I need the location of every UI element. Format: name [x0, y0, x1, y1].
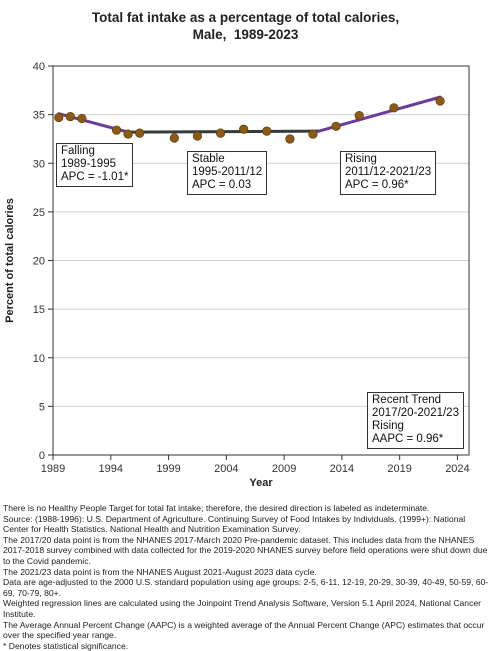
x-tick-label: 2009 [272, 463, 296, 475]
annotation-line: Stable [192, 153, 225, 165]
annotation-line: Rising [372, 420, 404, 432]
annotation-line: APC = -1.01* [61, 171, 129, 183]
axis-ticks: 0 5 10 15 20 25 30 35 40 1989 1994 1999 2004 2009 2014… [33, 61, 470, 475]
y-tick-label: 5 [39, 401, 45, 413]
footnote: Data are age-adjusted to the 2000 U.S. s… [3, 577, 489, 598]
annotation-line: 2011/12-2021/23 [345, 166, 432, 178]
annotation-line: 1995-2011/12 [192, 166, 263, 178]
annotation-rising: Rising 2011/12-2021/23 APC = 0.96* [340, 151, 437, 195]
x-axis-title: Year [249, 477, 273, 489]
data-points [54, 96, 445, 144]
data-point [135, 128, 145, 138]
chart-title-line-2: Male, 1989-2023 [192, 27, 299, 42]
y-tick-label: 30 [33, 158, 45, 170]
x-tick-label: 1994 [99, 463, 123, 475]
y-tick-label: 40 [33, 61, 45, 73]
x-tick-label: 1999 [156, 463, 180, 475]
y-tick-label: 35 [33, 110, 45, 122]
data-point [65, 111, 75, 122]
y-axis-title: Percent of total calories [4, 198, 16, 323]
annotation-line: APC = 0.96* [345, 179, 409, 191]
y-tick-label: 20 [33, 256, 45, 268]
footnote: Source: (1988-1996): U.S. Department of … [3, 513, 466, 535]
data-point [111, 125, 122, 135]
data-point [54, 112, 64, 123]
footnote: The Average Annual Percent Change (AAPC)… [3, 619, 485, 641]
data-point [169, 133, 179, 143]
data-point [435, 96, 445, 106]
annotation-line: APC = 0.03 [192, 179, 252, 191]
x-tick-label: 2004 [214, 463, 238, 475]
y-tick-label: 0 [39, 450, 45, 462]
footnotes: There is no Healthy People Target for to… [3, 503, 489, 651]
x-tick-label: 1989 [41, 463, 65, 475]
data-point [331, 121, 341, 131]
annotation-line: Rising [345, 153, 377, 165]
annotation-line: Falling [61, 145, 95, 157]
footnote: The 2017/20 data point is from the NHANE… [3, 534, 488, 566]
annotation-line: AAPC = 0.96* [372, 433, 444, 445]
annotation-line: 2017/20-2021/23 [372, 407, 459, 419]
data-point [389, 103, 399, 113]
x-tick-label: 2019 [387, 463, 411, 475]
annotation-line: 1989-1995 [61, 158, 116, 170]
chart-title-line-1: Total fat intake as a percentage of tota… [91, 10, 400, 25]
data-point [308, 129, 318, 139]
data-point [123, 129, 133, 139]
data-point [215, 128, 226, 138]
annotation-line: Recent Trend [372, 394, 442, 406]
footnote: Weighted regression lines are calculated… [3, 598, 482, 619]
data-point [77, 113, 87, 124]
annotation-recent-trend: Recent Trend 2017/20-2021/23 Rising AAPC… [367, 392, 464, 449]
annotation-stable: Stable 1995-2011/12 APC = 0.03 [187, 151, 268, 195]
x-tick-label: 2024 [445, 463, 469, 475]
chart-title: Total fat intake as a percentage of tota… [0, 9, 491, 43]
footnote: The 2021/23 data point is from the NHANE… [3, 566, 317, 577]
data-point [262, 126, 272, 136]
data-point [354, 110, 364, 121]
annotation-falling: Falling 1989-1995 APC = -1.01* [56, 143, 134, 187]
x-tick-label: 2014 [330, 463, 354, 475]
data-point [239, 124, 249, 134]
y-tick-label: 10 [33, 353, 45, 365]
y-tick-label: 15 [33, 304, 45, 316]
y-tick-label: 25 [33, 207, 45, 219]
footnote: There is no Healthy People Target for to… [3, 503, 430, 513]
data-point [285, 134, 295, 144]
data-point [192, 131, 203, 141]
